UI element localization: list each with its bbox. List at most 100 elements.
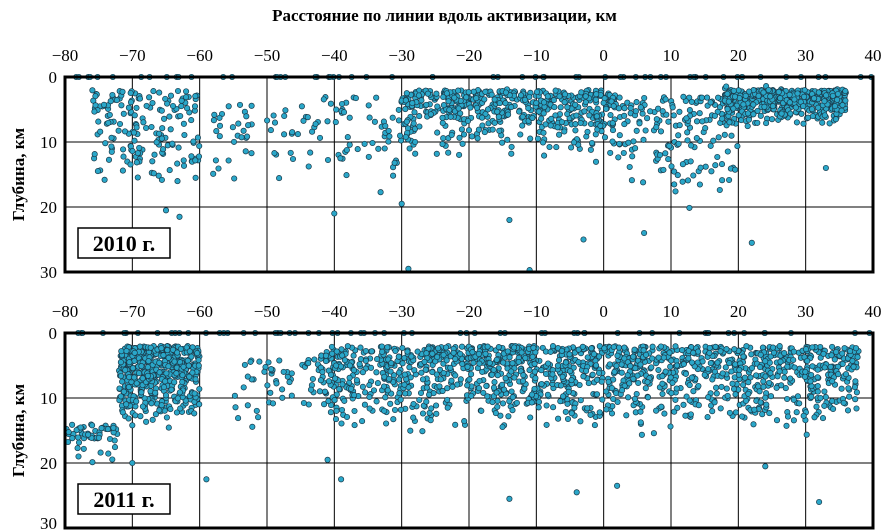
data-point bbox=[616, 94, 623, 101]
data-point bbox=[101, 176, 108, 183]
data-point bbox=[573, 489, 580, 496]
data-point bbox=[119, 88, 126, 95]
data-point bbox=[544, 93, 551, 100]
data-point bbox=[344, 343, 351, 350]
data-point bbox=[527, 414, 534, 421]
data-point bbox=[350, 367, 358, 374]
data-point bbox=[769, 103, 776, 110]
data-point bbox=[801, 93, 808, 100]
data-point bbox=[499, 381, 506, 388]
data-point bbox=[488, 371, 495, 378]
data-point bbox=[690, 172, 697, 179]
data-point bbox=[718, 161, 726, 168]
data-point bbox=[801, 373, 809, 380]
data-point bbox=[443, 357, 450, 364]
data-point bbox=[577, 119, 584, 127]
data-point bbox=[759, 411, 766, 418]
data-point bbox=[615, 344, 623, 351]
data-point bbox=[484, 343, 491, 350]
data-point bbox=[120, 388, 127, 395]
data-point bbox=[122, 367, 129, 374]
data-point bbox=[131, 112, 138, 119]
data-point bbox=[748, 351, 755, 358]
data-point bbox=[740, 381, 747, 388]
data-point bbox=[724, 148, 731, 155]
data-point bbox=[828, 352, 835, 359]
data-point bbox=[183, 344, 190, 351]
data-point bbox=[288, 392, 295, 399]
data-point bbox=[366, 382, 373, 389]
data-point bbox=[144, 364, 151, 371]
data-point bbox=[704, 414, 711, 421]
data-point bbox=[671, 408, 678, 415]
data-point bbox=[517, 131, 524, 138]
data-point bbox=[496, 100, 503, 107]
data-point bbox=[120, 110, 127, 117]
data-point bbox=[707, 360, 714, 367]
data-point bbox=[519, 113, 526, 120]
data-point bbox=[629, 153, 636, 160]
data-point bbox=[115, 127, 122, 134]
data-point bbox=[162, 95, 169, 102]
data-point bbox=[92, 102, 99, 109]
data-point bbox=[659, 390, 666, 398]
data-point bbox=[567, 368, 574, 375]
data-point bbox=[829, 397, 836, 405]
data-point bbox=[571, 404, 578, 411]
data-point bbox=[398, 200, 405, 207]
data-point bbox=[680, 401, 687, 408]
data-point bbox=[116, 385, 123, 392]
data-point bbox=[522, 354, 529, 362]
data-point bbox=[248, 150, 255, 157]
data-point bbox=[624, 372, 631, 379]
data-point bbox=[527, 135, 534, 142]
data-point bbox=[838, 385, 845, 392]
data-point bbox=[212, 157, 219, 164]
data-point bbox=[596, 353, 603, 360]
data-point bbox=[131, 137, 138, 144]
data-point bbox=[91, 108, 98, 115]
data-point bbox=[116, 120, 124, 128]
data-point bbox=[366, 405, 373, 412]
data-point bbox=[723, 346, 730, 353]
data-point bbox=[565, 388, 572, 395]
data-point bbox=[726, 360, 733, 367]
data-point bbox=[211, 111, 218, 118]
data-point bbox=[195, 362, 202, 369]
data-point bbox=[773, 384, 780, 391]
data-point bbox=[623, 412, 630, 419]
data-point bbox=[149, 158, 156, 165]
data-point bbox=[153, 139, 160, 146]
data-point bbox=[440, 351, 447, 358]
data-point bbox=[644, 394, 652, 401]
data-point bbox=[362, 347, 369, 355]
data-point bbox=[508, 143, 515, 150]
data-point bbox=[373, 369, 380, 376]
data-point bbox=[110, 424, 117, 431]
data-point bbox=[324, 456, 331, 463]
data-point bbox=[631, 395, 638, 402]
data-point bbox=[368, 348, 375, 355]
data-point bbox=[494, 397, 501, 405]
data-point bbox=[638, 431, 645, 438]
data-point bbox=[573, 112, 580, 119]
data-point bbox=[663, 111, 670, 118]
data-point bbox=[434, 353, 441, 361]
data-point bbox=[440, 93, 447, 101]
data-point bbox=[105, 156, 113, 163]
data-point bbox=[75, 434, 82, 441]
data-point bbox=[750, 421, 757, 428]
data-point bbox=[712, 343, 719, 350]
data-point bbox=[95, 434, 102, 441]
data-point bbox=[767, 370, 774, 377]
data-point bbox=[333, 362, 340, 369]
data-point bbox=[102, 140, 109, 147]
data-point bbox=[839, 102, 846, 109]
data-point bbox=[407, 427, 414, 434]
data-point bbox=[826, 120, 833, 127]
data-point bbox=[741, 374, 748, 381]
data-point bbox=[267, 127, 274, 134]
data-point bbox=[695, 402, 702, 409]
data-point bbox=[757, 399, 764, 406]
data-point bbox=[268, 366, 275, 373]
